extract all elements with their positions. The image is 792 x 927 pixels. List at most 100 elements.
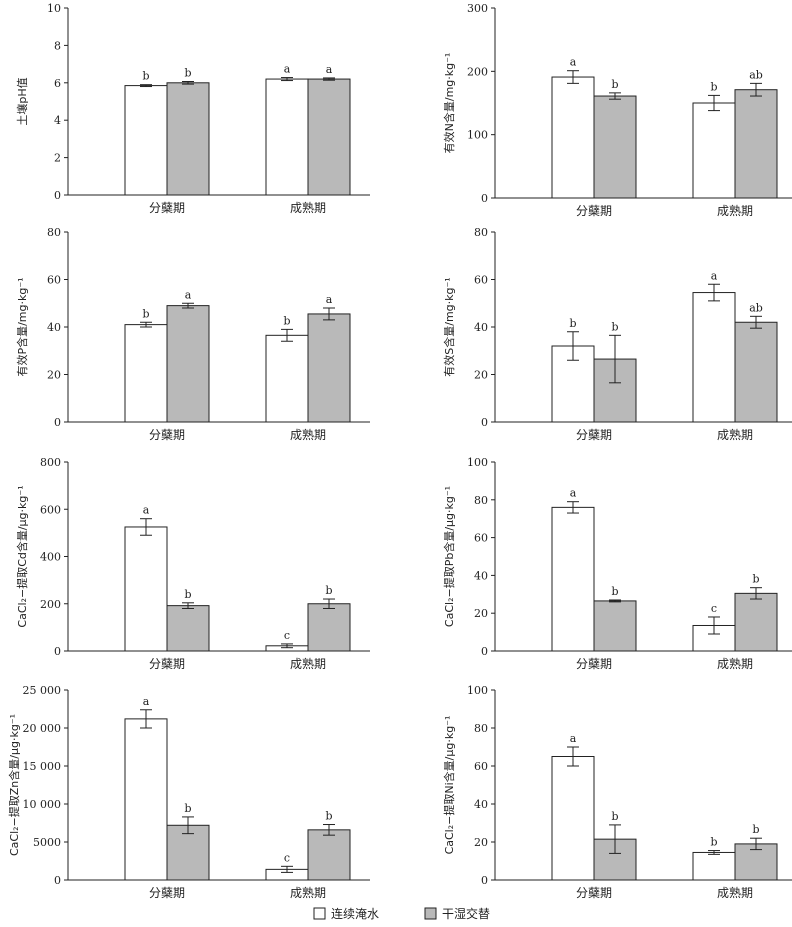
y-axis-label: CaCl₂−提取Cd含量/μg·kg⁻¹ <box>15 485 29 627</box>
x-category-label: 成熟期 <box>290 200 326 215</box>
bar <box>593 95 637 199</box>
bar <box>124 324 168 423</box>
significance-letter: a <box>711 269 718 282</box>
y-tick-label: 80 <box>474 494 488 507</box>
bar <box>166 82 210 196</box>
y-tick-label: 100 <box>467 129 488 142</box>
y-tick-label: 40 <box>474 798 488 811</box>
y-tick-label: 600 <box>40 503 61 516</box>
y-tick-label: 60 <box>474 532 488 545</box>
bar <box>166 824 210 881</box>
significance-letter: b <box>283 314 290 327</box>
y-tick-label: 6 <box>54 77 61 90</box>
legend-swatch-continuous-flooding <box>313 907 326 920</box>
y-tick-label: 10 000 <box>23 798 62 811</box>
bar <box>166 605 210 652</box>
significance-letter: b <box>752 573 759 586</box>
x-category-label: 分蘖期 <box>576 656 612 671</box>
y-tick-label: 80 <box>47 226 61 239</box>
bar <box>124 526 168 652</box>
significance-letter: ab <box>749 68 763 81</box>
y-tick-label: 300 <box>467 2 488 15</box>
bar <box>307 313 351 423</box>
significance-letter: a <box>570 56 577 69</box>
significance-letter: b <box>752 823 759 836</box>
significance-letter: b <box>611 585 618 598</box>
y-tick-label: 40 <box>474 569 488 582</box>
significance-letter: a <box>284 63 291 76</box>
y-tick-label: 8 <box>54 39 61 52</box>
significance-letter: b <box>184 66 191 79</box>
y-tick-label: 20 <box>474 607 488 620</box>
y-tick-label: 2 <box>54 152 61 165</box>
y-tick-label: 25 000 <box>23 684 62 697</box>
x-category-label: 分蘖期 <box>576 885 612 900</box>
bar <box>166 305 210 423</box>
bar <box>692 102 736 199</box>
significance-letter: ab <box>749 301 763 314</box>
x-category-label: 分蘖期 <box>149 427 185 442</box>
x-category-label: 成熟期 <box>290 656 326 671</box>
y-tick-label: 800 <box>40 456 61 469</box>
bar <box>307 78 351 196</box>
y-tick-label: 20 <box>474 369 488 382</box>
y-tick-label: 0 <box>54 189 61 202</box>
significance-letter: b <box>611 810 618 823</box>
y-tick-label: 20 <box>474 836 488 849</box>
significance-letter: b <box>142 307 149 320</box>
bar <box>734 321 778 423</box>
y-tick-label: 0 <box>54 874 61 887</box>
x-category-label: 分蘖期 <box>149 885 185 900</box>
y-tick-label: 100 <box>467 684 488 697</box>
y-tick-label: 0 <box>481 192 488 205</box>
x-category-label: 成熟期 <box>290 427 326 442</box>
y-tick-label: 20 <box>47 369 61 382</box>
y-tick-label: 60 <box>474 760 488 773</box>
bar <box>551 506 595 652</box>
bar <box>593 600 637 652</box>
significance-letter: b <box>184 802 191 815</box>
bar <box>734 89 778 199</box>
y-tick-label: 0 <box>54 416 61 429</box>
y-axis-label: CaCl₂−提取Zn含量/μg·kg⁻¹ <box>7 714 21 856</box>
y-tick-label: 15 000 <box>23 760 62 773</box>
bar <box>692 292 736 423</box>
significance-letter: a <box>326 63 333 76</box>
y-tick-label: 4 <box>54 114 61 127</box>
significance-letter: a <box>143 695 150 708</box>
bar <box>124 718 168 881</box>
bar <box>265 334 309 423</box>
x-category-label: 分蘖期 <box>576 203 612 218</box>
legend-label-continuous-flooding: 连续淹水 <box>331 906 379 921</box>
y-tick-label: 40 <box>47 321 61 334</box>
legend-swatch-alternate-wet-dry <box>424 907 437 920</box>
bar <box>734 592 778 652</box>
significance-letter: a <box>185 288 192 301</box>
significance-letter: b <box>611 320 618 333</box>
bar <box>307 829 351 881</box>
y-tick-label: 10 <box>47 2 61 15</box>
y-tick-label: 40 <box>474 321 488 334</box>
bar <box>551 756 595 881</box>
significance-letter: a <box>143 504 150 517</box>
significance-letter: b <box>611 78 618 91</box>
y-axis-label: 有效N含量/mg·kg⁻¹ <box>442 53 456 154</box>
x-category-label: 成熟期 <box>717 203 753 218</box>
y-tick-label: 0 <box>481 645 488 658</box>
legend: 连续淹水 干湿交替 <box>313 906 490 921</box>
x-category-label: 成熟期 <box>717 656 753 671</box>
y-tick-label: 0 <box>54 645 61 658</box>
significance-letter: b <box>184 588 191 601</box>
y-tick-label: 200 <box>467 65 488 78</box>
bar <box>307 603 351 652</box>
y-tick-label: 80 <box>474 722 488 735</box>
y-tick-label: 20 000 <box>23 722 62 735</box>
y-axis-label: CaCl₂−提取Pb含量/μg·kg⁻¹ <box>442 486 456 627</box>
y-axis-label: 土壤pH值 <box>15 77 29 125</box>
y-tick-label: 80 <box>474 226 488 239</box>
bar <box>124 85 168 196</box>
y-axis-label: 有效S含量/mg·kg⁻¹ <box>442 277 456 376</box>
y-tick-label: 400 <box>40 551 61 564</box>
y-tick-label: 60 <box>474 274 488 287</box>
